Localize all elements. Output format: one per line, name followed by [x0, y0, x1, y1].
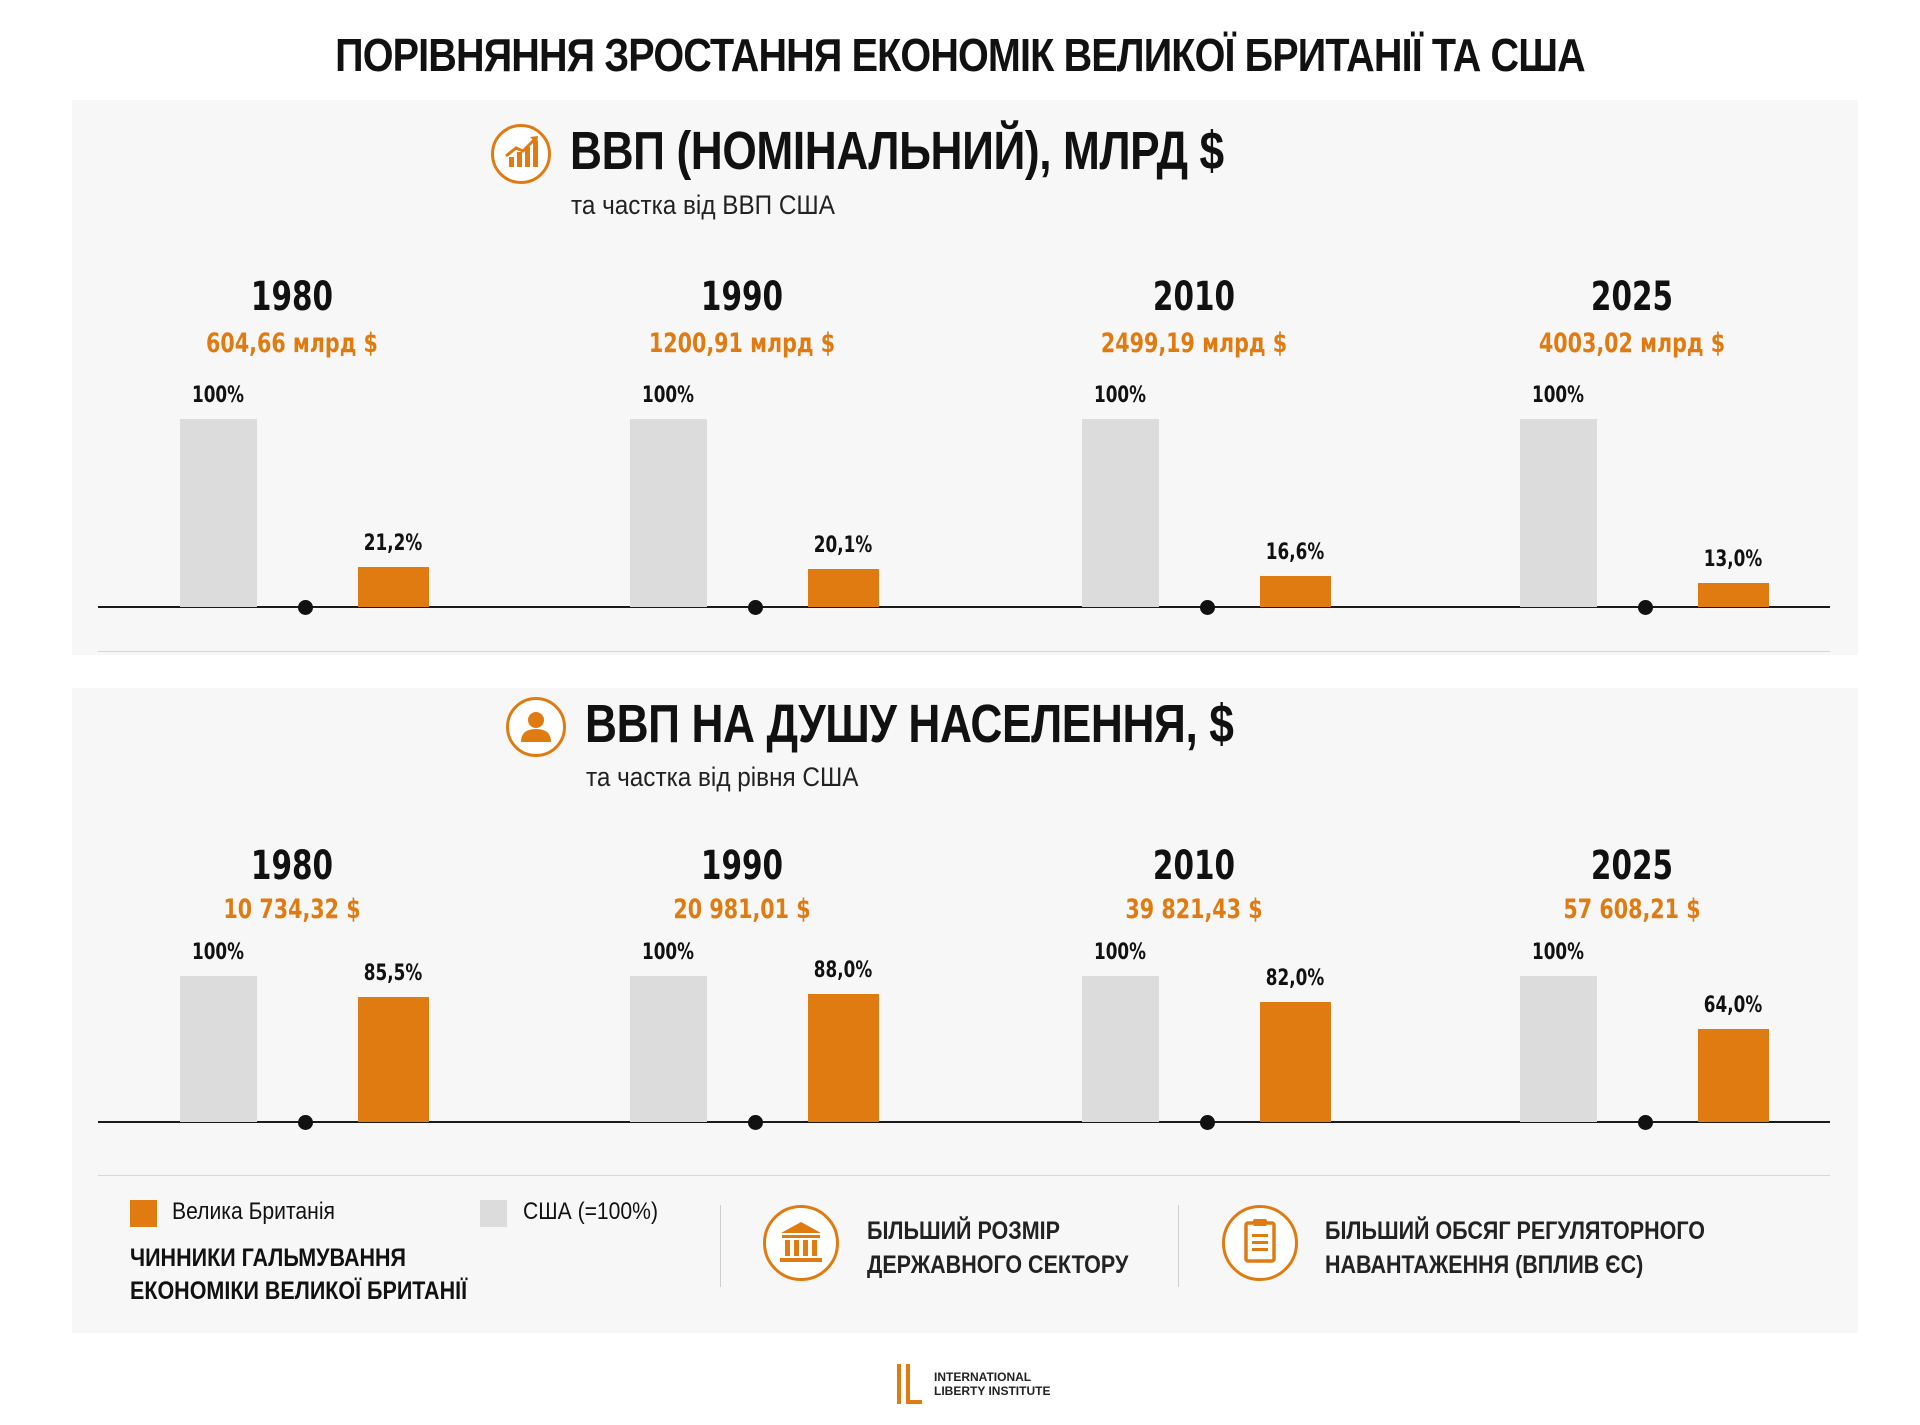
legend-divider	[98, 1175, 1830, 1176]
factors-title: ЧИННИКИ ГАЛЬМУВАННЯ ЕКОНОМІКИ ВЕЛИКОЇ БР…	[130, 1242, 467, 1308]
gdp-per-capita-1980-uk-data-label: 85,5%	[363, 961, 423, 987]
gdp-per-capita-section-title: ВВП НА ДУШУ НАСЕЛЕННЯ, $	[585, 694, 1234, 754]
gdp-per-capita-1990-year-label: 1990	[700, 843, 784, 889]
gdp-2025-us-data-label: 100%	[1532, 383, 1584, 408]
legend-label-uk: Велика Британія	[172, 1198, 335, 1225]
gdp-per-capita-1990-uk-value-label: 20 981,01 $	[673, 894, 811, 925]
logo-text: INTERNATIONAL LIBERTY INSTITUTE	[934, 1370, 1050, 1398]
gdp-per-capita-2025-uk-bar	[1698, 1028, 1769, 1122]
gdp-2010-axis-dot	[1200, 600, 1215, 615]
gdp-1980-year-label: 1980	[250, 274, 334, 320]
gdp-2010-us-data-label: 100%	[1094, 383, 1146, 408]
gdp-1980-uk-value-label: 604,66 млрд $	[206, 328, 378, 359]
gdp-2010-uk-bar	[1260, 575, 1331, 607]
gdp-1990-us-bar	[630, 419, 707, 607]
factor-2-text: БІЛЬШИЙ ОБСЯГ РЕГУЛЯТОРНОГО НАВАНТАЖЕННЯ…	[1325, 1214, 1705, 1282]
logo-icon	[895, 1364, 925, 1409]
gdp-1990-axis-dot	[748, 600, 763, 615]
gdp-section-subtitle: та частка від ВВП США	[571, 190, 835, 220]
clipboard-icon	[1222, 1205, 1298, 1281]
gdp-1990-year-label: 1990	[700, 274, 784, 320]
gdp-per-capita-1990-axis-dot	[748, 1115, 763, 1130]
gdp-per-capita-2025-uk-value-label: 57 608,21 $	[1563, 894, 1701, 925]
gdp-per-capita-1990-us-data-label: 100%	[642, 940, 694, 965]
gdp-per-capita-2010-us-bar	[1082, 976, 1159, 1122]
factors-title-line-1: ЧИННИКИ ГАЛЬМУВАННЯ	[130, 1244, 407, 1272]
gdp-1990-uk-bar	[808, 569, 879, 607]
factor-divider-2	[1178, 1205, 1179, 1287]
factor-divider-1	[720, 1205, 721, 1287]
gdp-per-capita-2010-axis-dot	[1200, 1115, 1215, 1130]
factor-1-text: БІЛЬШИЙ РОЗМІР ДЕРЖАВНОГО СЕКТОРУ	[867, 1214, 1128, 1282]
logo-line-1: INTERNATIONAL	[934, 1370, 1032, 1384]
gdp-per-capita-1980-axis-dot	[298, 1115, 313, 1130]
gdp-2025-uk-value-label: 4003,02 млрд $	[1538, 328, 1726, 359]
gdp-2025-us-bar	[1520, 419, 1597, 607]
gdp-per-capita-2010-uk-data-label: 82,0%	[1265, 966, 1325, 992]
gdp-per-capita-2025-uk-data-label: 64,0%	[1703, 992, 1763, 1018]
gdp-per-capita-2025-year-label: 2025	[1590, 843, 1674, 889]
gdp-per-capita-1980-uk-bar	[358, 997, 429, 1122]
gdp-per-capita-1990-uk-data-label: 88,0%	[813, 957, 873, 983]
gdp-2010-us-bar	[1082, 419, 1159, 607]
gdp-per-capita-section-subtitle: та частка від рівня США	[586, 762, 859, 792]
page-title: ПОРІВНЯННЯ ЗРОСТАННЯ ЕКОНОМІК ВЕЛИКОЇ БР…	[335, 29, 1586, 81]
factors-title-line-2: ЕКОНОМІКИ ВЕЛИКОЇ БРИТАНІЇ	[130, 1277, 468, 1305]
gdp-per-capita-1980-year-label: 1980	[250, 843, 334, 889]
gdp-per-capita-2010-us-data-label: 100%	[1094, 940, 1146, 965]
gdp-per-capita-1990-us-bar	[630, 976, 707, 1122]
gdp-per-capita-2010-uk-bar	[1260, 1002, 1331, 1122]
gdp-per-capita-2025-us-data-label: 100%	[1532, 940, 1584, 965]
logo-line-2: LIBERTY INSTITUTE	[934, 1384, 1051, 1398]
gdp-per-capita-1980-us-data-label: 100%	[192, 940, 244, 965]
factor-2-line-2: НАВАНТАЖЕННЯ (ВПЛИВ ЄС)	[1325, 1251, 1644, 1279]
gdp-x-axis	[98, 606, 1830, 608]
gdp-2025-year-label: 2025	[1590, 274, 1674, 320]
gdp-1980-us-data-label: 100%	[192, 383, 244, 408]
legend-swatch-uk	[130, 1200, 157, 1227]
gdp-section-title: ВВП (НОМІНАЛЬНИЙ), МЛРД $	[570, 121, 1224, 181]
factor-1-line-2: ДЕРЖАВНОГО СЕКТОРУ	[867, 1251, 1129, 1279]
gdp-2025-axis-dot	[1638, 600, 1653, 615]
person-icon	[506, 697, 566, 757]
gdp-1980-uk-bar	[358, 567, 429, 607]
gdp-per-capita-2025-axis-dot	[1638, 1115, 1653, 1130]
section-divider	[98, 651, 1830, 652]
legend-swatch-us	[480, 1200, 507, 1227]
legend-label-us: США (=100%)	[523, 1198, 658, 1225]
gdp-per-capita-2025-us-bar	[1520, 976, 1597, 1122]
factor-1-line-1: БІЛЬШИЙ РОЗМІР	[867, 1217, 1060, 1245]
gdp-1980-uk-data-label: 21,2%	[363, 531, 423, 557]
growth-chart-icon	[491, 124, 551, 184]
gdp-2010-uk-value-label: 2499,19 млрд $	[1100, 328, 1288, 359]
gdp-1980-axis-dot	[298, 600, 313, 615]
gdp-2010-uk-data-label: 16,6%	[1265, 539, 1325, 565]
gdp-1990-us-data-label: 100%	[642, 383, 694, 408]
gdp-per-capita-1990-uk-bar	[808, 993, 879, 1122]
gdp-per-capita-1980-us-bar	[180, 976, 257, 1122]
gdp-1980-us-bar	[180, 419, 257, 607]
gdp-2025-uk-data-label: 13,0%	[1703, 546, 1763, 572]
gdp-1990-uk-data-label: 20,1%	[813, 533, 873, 559]
gdp-2025-uk-bar	[1698, 582, 1769, 607]
gdp-per-capita-x-axis	[98, 1121, 1830, 1123]
factor-2-line-1: БІЛЬШИЙ ОБСЯГ РЕГУЛЯТОРНОГО	[1325, 1217, 1705, 1245]
gdp-per-capita-2010-year-label: 2010	[1152, 843, 1236, 889]
gdp-2010-year-label: 2010	[1152, 274, 1236, 320]
gdp-per-capita-2010-uk-value-label: 39 821,43 $	[1125, 894, 1263, 925]
gdp-per-capita-1980-uk-value-label: 10 734,32 $	[223, 894, 361, 925]
government-building-icon	[763, 1205, 839, 1281]
gdp-1990-uk-value-label: 1200,91 млрд $	[648, 328, 836, 359]
